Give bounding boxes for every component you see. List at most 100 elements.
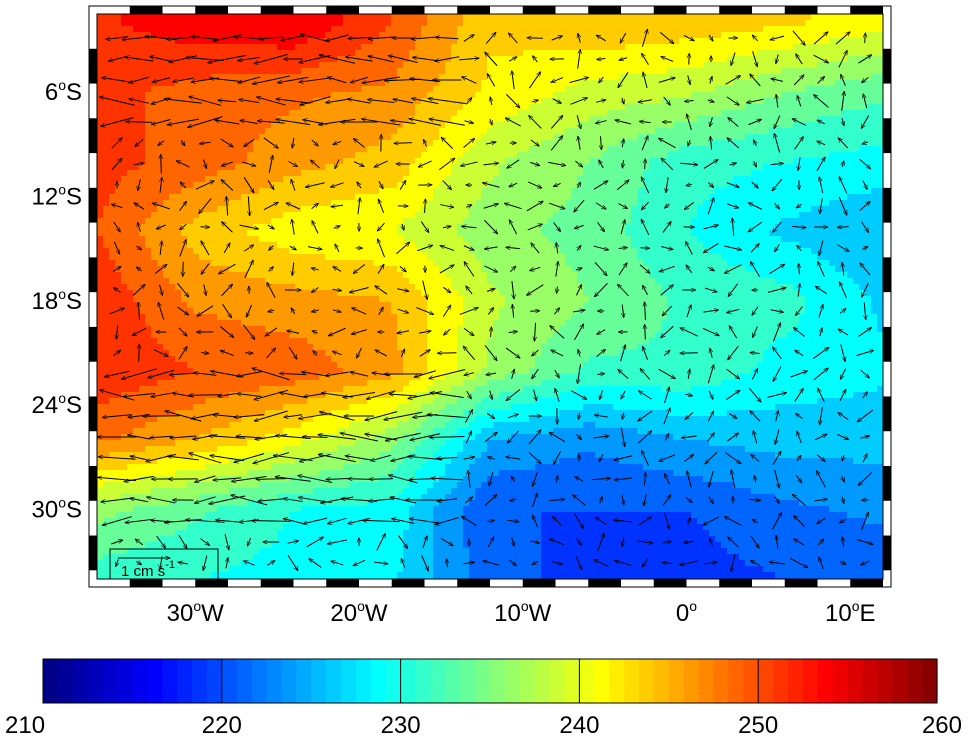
field-cell <box>157 50 164 57</box>
field-cell <box>295 62 302 69</box>
field-cell <box>175 206 182 213</box>
field-cell <box>877 92 883 99</box>
field-cell <box>163 140 170 147</box>
field-cell <box>817 38 824 45</box>
field-cell <box>649 152 656 159</box>
field-cell <box>307 146 314 153</box>
field-cell <box>559 68 566 75</box>
field-cell <box>571 86 578 93</box>
field-cell <box>511 158 518 165</box>
field-cell <box>115 170 122 177</box>
field-cell <box>679 92 686 99</box>
field-cell <box>661 68 668 75</box>
field-cell <box>229 104 236 111</box>
field-cell <box>481 170 488 177</box>
field-cell <box>655 200 662 207</box>
field-cell <box>631 224 638 231</box>
field-cell <box>799 98 806 105</box>
field-cell <box>697 56 704 63</box>
field-cell <box>841 20 848 27</box>
field-cell <box>571 104 578 111</box>
field-cell <box>535 212 542 219</box>
field-cell <box>853 50 860 57</box>
field-cell <box>217 56 224 63</box>
field-cell <box>793 188 800 195</box>
field-cell <box>469 44 476 51</box>
field-cell <box>121 32 128 39</box>
field-cell <box>769 20 776 27</box>
field-cell <box>271 212 278 219</box>
field-cell <box>139 86 146 93</box>
field-cell <box>799 20 806 27</box>
field-cell <box>619 44 626 51</box>
field-cell <box>511 92 518 99</box>
field-cell <box>109 182 116 189</box>
field-cell <box>367 128 374 135</box>
field-cell <box>115 182 122 189</box>
field-cell <box>481 110 488 117</box>
field-cell <box>691 74 698 81</box>
field-cell <box>793 38 800 45</box>
field-cell <box>385 188 392 195</box>
field-cell <box>577 14 584 21</box>
field-cell <box>247 80 254 87</box>
field-cell <box>517 206 524 213</box>
field-cell <box>769 206 776 213</box>
field-cell <box>187 188 194 195</box>
field-cell <box>301 26 308 33</box>
field-cell <box>853 212 860 219</box>
field-cell <box>301 68 308 75</box>
field-cell <box>193 242 200 249</box>
field-cell <box>733 200 740 207</box>
field-cell <box>325 188 332 195</box>
field-cell <box>703 62 710 69</box>
field-cell <box>691 182 698 189</box>
field-cell <box>151 110 158 117</box>
field-cell <box>547 194 554 201</box>
field-cell <box>637 212 644 219</box>
field-cell <box>697 104 704 111</box>
field-cell <box>829 44 836 51</box>
field-cell <box>709 20 716 27</box>
field-cell <box>163 68 170 75</box>
field-cell <box>577 44 584 51</box>
field-cell <box>385 128 392 135</box>
field-cell <box>547 158 554 165</box>
field-cell <box>247 182 254 189</box>
field-cell <box>463 170 470 177</box>
field-cell <box>607 50 614 57</box>
field-cell <box>343 62 350 69</box>
field-cell <box>739 200 746 207</box>
field-cell <box>241 212 248 219</box>
field-cell <box>703 50 710 57</box>
field-cell <box>253 224 260 231</box>
field-cell <box>265 86 272 93</box>
field-cell <box>775 32 782 39</box>
field-cell <box>211 98 218 105</box>
field-cell <box>445 92 452 99</box>
field-cell <box>565 164 572 171</box>
field-cell <box>727 20 734 27</box>
field-cell <box>697 20 704 27</box>
field-cell <box>289 50 296 57</box>
field-cell <box>565 32 572 39</box>
field-cell <box>229 200 236 207</box>
field-cell <box>751 212 758 219</box>
field-cell <box>235 38 242 45</box>
field-cell <box>541 86 548 93</box>
field-cell <box>661 200 668 207</box>
field-cell <box>241 164 248 171</box>
field-cell <box>823 68 830 75</box>
field-cell <box>175 56 182 63</box>
field-cell <box>841 188 848 195</box>
field-cell <box>109 242 116 249</box>
field-cell <box>469 116 476 123</box>
field-cell <box>679 26 686 33</box>
field-cell <box>103 230 110 237</box>
field-cell <box>835 176 842 183</box>
field-cell <box>757 14 764 21</box>
field-cell <box>733 50 740 57</box>
field-cell <box>481 158 488 165</box>
field-cell <box>139 218 146 225</box>
field-cell <box>679 62 686 69</box>
